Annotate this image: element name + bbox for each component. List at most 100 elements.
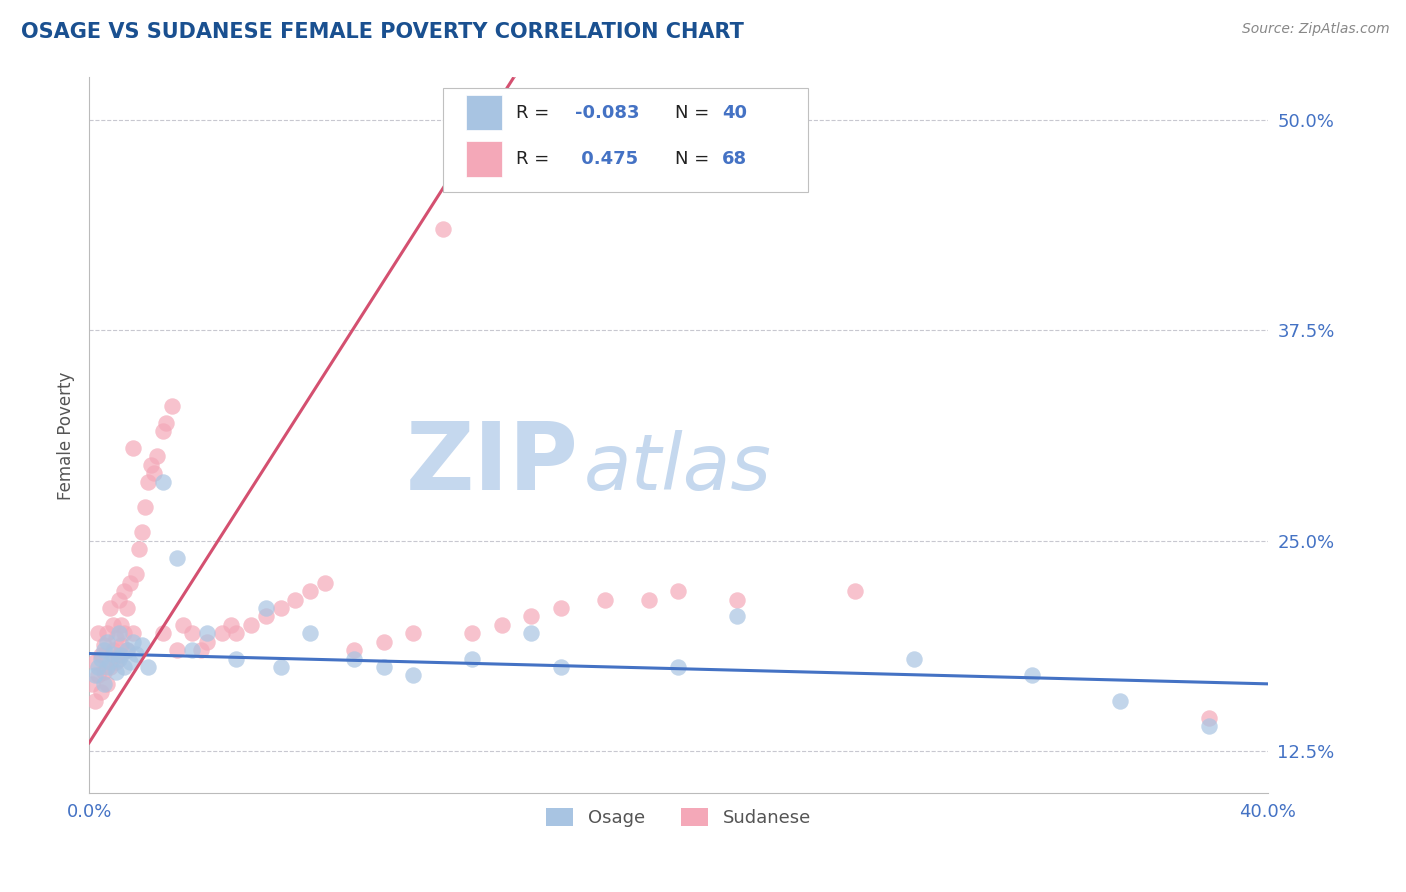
- Point: [131, 525, 153, 540]
- Text: N =: N =: [675, 103, 714, 121]
- Point: [195, 634, 218, 648]
- Point: [122, 626, 145, 640]
- Point: [98, 655, 121, 669]
- Point: [80, 677, 103, 691]
- Point: [181, 626, 204, 640]
- Point: [725, 592, 748, 607]
- Point: [725, 609, 748, 624]
- Point: [270, 601, 292, 615]
- Point: [155, 416, 177, 430]
- Point: [96, 634, 118, 648]
- Point: [195, 626, 218, 640]
- Point: [112, 626, 135, 640]
- Point: [373, 634, 395, 648]
- Point: [166, 643, 188, 657]
- Text: R =: R =: [516, 103, 555, 121]
- Point: [101, 647, 124, 661]
- Point: [84, 694, 107, 708]
- Point: [373, 660, 395, 674]
- Point: [314, 575, 336, 590]
- Point: [128, 542, 150, 557]
- Point: [87, 626, 110, 640]
- Point: [240, 618, 263, 632]
- Point: [104, 655, 127, 669]
- Point: [90, 648, 112, 663]
- Point: [550, 601, 572, 615]
- Text: atlas: atlas: [583, 430, 772, 506]
- Point: [96, 660, 118, 674]
- FancyBboxPatch shape: [443, 88, 808, 192]
- Point: [96, 626, 118, 640]
- Point: [638, 592, 661, 607]
- Point: [98, 660, 121, 674]
- Point: [90, 685, 112, 699]
- Point: [131, 638, 153, 652]
- Point: [134, 500, 156, 514]
- Point: [104, 632, 127, 646]
- Bar: [467, 141, 502, 177]
- Point: [550, 660, 572, 674]
- Point: [110, 648, 132, 663]
- Point: [104, 665, 127, 679]
- Point: [117, 643, 139, 657]
- Point: [666, 584, 689, 599]
- Point: [84, 655, 107, 669]
- Point: [211, 626, 233, 640]
- Point: [166, 550, 188, 565]
- Point: [160, 399, 183, 413]
- Point: [593, 592, 616, 607]
- Point: [101, 643, 124, 657]
- Point: [225, 651, 247, 665]
- Point: [1109, 694, 1132, 708]
- Point: [343, 651, 366, 665]
- Text: 68: 68: [721, 150, 747, 168]
- Point: [299, 584, 322, 599]
- Point: [284, 592, 307, 607]
- Point: [96, 677, 118, 691]
- Point: [146, 450, 169, 464]
- Point: [125, 567, 148, 582]
- Point: [299, 626, 322, 640]
- Point: [117, 643, 139, 657]
- Point: [520, 626, 543, 640]
- Point: [844, 584, 866, 599]
- Point: [93, 643, 115, 657]
- Point: [152, 475, 174, 489]
- Point: [181, 643, 204, 657]
- Bar: [467, 95, 502, 130]
- Point: [120, 655, 142, 669]
- Point: [117, 601, 139, 615]
- Point: [461, 626, 484, 640]
- Point: [142, 467, 165, 481]
- Point: [107, 651, 129, 665]
- Point: [461, 651, 484, 665]
- Point: [87, 668, 110, 682]
- Point: [402, 668, 425, 682]
- Point: [93, 638, 115, 652]
- Point: [112, 660, 135, 674]
- Text: N =: N =: [675, 150, 714, 168]
- Point: [152, 626, 174, 640]
- Point: [136, 475, 159, 489]
- Point: [666, 660, 689, 674]
- Text: Source: ZipAtlas.com: Source: ZipAtlas.com: [1241, 22, 1389, 37]
- Point: [110, 618, 132, 632]
- Text: 0.475: 0.475: [575, 150, 638, 168]
- Point: [172, 618, 194, 632]
- Point: [190, 643, 212, 657]
- Point: [903, 651, 925, 665]
- Point: [219, 618, 242, 632]
- Point: [107, 648, 129, 663]
- Point: [101, 618, 124, 632]
- Point: [112, 584, 135, 599]
- Text: OSAGE VS SUDANESE FEMALE POVERTY CORRELATION CHART: OSAGE VS SUDANESE FEMALE POVERTY CORRELA…: [21, 22, 744, 42]
- Point: [107, 626, 129, 640]
- Text: ZIP: ZIP: [405, 418, 578, 510]
- Text: 40: 40: [721, 103, 747, 121]
- Legend: Osage, Sudanese: Osage, Sudanese: [538, 801, 818, 834]
- Point: [254, 609, 277, 624]
- Y-axis label: Female Poverty: Female Poverty: [58, 371, 75, 500]
- Point: [402, 626, 425, 640]
- Point: [520, 609, 543, 624]
- Point: [1198, 719, 1220, 733]
